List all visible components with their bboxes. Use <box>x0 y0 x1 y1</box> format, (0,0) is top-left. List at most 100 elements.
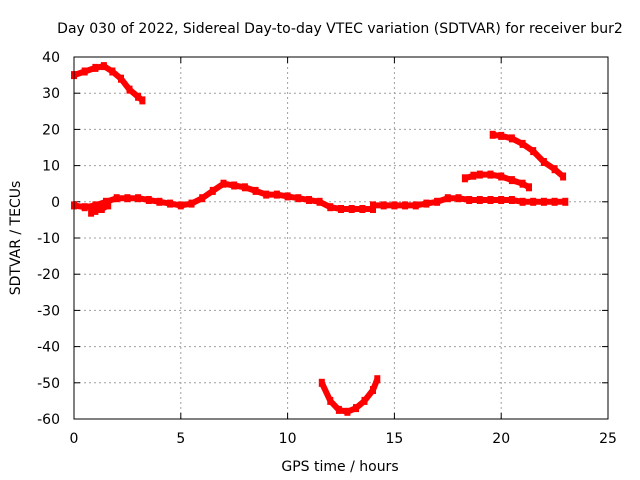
data-point <box>220 179 227 188</box>
data-point <box>92 63 99 72</box>
data-point <box>519 179 526 188</box>
data-point <box>98 205 105 213</box>
y-tick-label: -10 <box>37 231 60 247</box>
data-point <box>177 201 184 210</box>
data-point <box>126 85 133 94</box>
y-tick-label: -20 <box>37 267 60 283</box>
chart-title: Day 030 of 2022, Sidereal Day-to-day VTE… <box>57 21 623 37</box>
data-point <box>199 194 206 203</box>
data-point <box>508 196 515 204</box>
data-point <box>562 197 569 206</box>
data-point <box>402 201 409 210</box>
x-tick-label: 15 <box>385 431 403 447</box>
y-tick-label: 20 <box>42 122 60 138</box>
data-point <box>263 190 270 199</box>
data-point <box>423 199 430 208</box>
data-point <box>374 375 381 384</box>
data-point <box>466 196 473 204</box>
data-point <box>81 67 88 76</box>
series-arc-4 <box>319 378 381 415</box>
y-tick-label: 40 <box>42 50 60 66</box>
data-point <box>316 197 323 206</box>
x-tick-label: 0 <box>70 431 79 447</box>
data-point <box>470 171 477 180</box>
data-point <box>380 201 387 210</box>
data-point <box>519 139 526 148</box>
data-point <box>135 194 142 203</box>
plot-frame <box>73 56 609 420</box>
data-point <box>167 199 174 208</box>
data-point <box>540 197 547 206</box>
x-tick-label: 10 <box>279 431 297 447</box>
data-point <box>359 205 366 213</box>
data-point <box>498 131 505 140</box>
data-point <box>109 67 116 76</box>
data-point <box>508 134 515 143</box>
data-point <box>318 378 325 387</box>
data-point <box>348 205 355 213</box>
y-axis-label: SDTVAR / TECUs <box>8 181 24 296</box>
data-point <box>444 194 451 203</box>
data-point <box>540 158 547 166</box>
y-tick-label: -40 <box>37 340 60 356</box>
data-point <box>560 172 567 181</box>
data-point <box>92 201 99 210</box>
data-point <box>498 172 505 181</box>
y-tick-labels: 40 30 20 10 0 -10 -20 -30 -40 -50 -60 <box>37 50 60 428</box>
y-tick-label: -30 <box>37 303 60 319</box>
data-point <box>489 130 496 139</box>
data-point <box>519 197 526 206</box>
y-tick-label: -50 <box>37 376 60 392</box>
data-point <box>391 201 398 210</box>
data-point <box>370 201 376 210</box>
data-point <box>139 96 146 105</box>
data-point <box>476 196 483 204</box>
data-point <box>231 181 238 190</box>
grid-lines <box>74 57 608 419</box>
data-point <box>88 208 95 217</box>
data-point <box>361 396 368 405</box>
data-point <box>295 194 302 203</box>
data-point <box>370 386 376 394</box>
data-point <box>487 170 494 179</box>
data-point <box>241 183 248 192</box>
x-tick-label: 25 <box>599 431 617 447</box>
x-tick-labels: 0 5 10 15 20 25 <box>70 431 617 447</box>
data-point <box>135 92 142 101</box>
data-point <box>81 203 88 212</box>
data-point <box>412 201 419 210</box>
data-series-layer <box>71 62 569 416</box>
data-point <box>530 147 537 156</box>
data-point <box>476 170 483 179</box>
data-point <box>508 176 515 185</box>
data-point <box>530 197 537 206</box>
data-point <box>327 203 334 212</box>
y-tick-label: -60 <box>37 412 60 428</box>
data-point <box>113 194 120 203</box>
data-point <box>124 194 131 203</box>
data-point <box>284 192 291 201</box>
data-point <box>335 405 342 414</box>
y-tick-label: 30 <box>42 86 60 102</box>
data-point <box>209 186 216 195</box>
data-point <box>252 186 259 195</box>
data-point <box>461 174 468 183</box>
data-point <box>434 197 441 206</box>
data-point <box>188 199 195 208</box>
data-point <box>551 165 558 174</box>
data-point <box>118 74 124 83</box>
data-point <box>145 196 152 204</box>
x-tick-label: 20 <box>492 431 510 447</box>
data-point <box>344 407 351 416</box>
data-point <box>105 201 112 210</box>
x-axis-label: GPS time / hours <box>281 459 398 475</box>
y-tick-label: 0 <box>51 195 60 211</box>
data-point <box>498 196 505 204</box>
data-point <box>273 190 280 199</box>
y-tick-label: 10 <box>42 159 60 175</box>
data-point <box>100 62 107 71</box>
data-point <box>551 197 558 206</box>
data-point <box>338 205 344 213</box>
data-point <box>92 206 99 215</box>
